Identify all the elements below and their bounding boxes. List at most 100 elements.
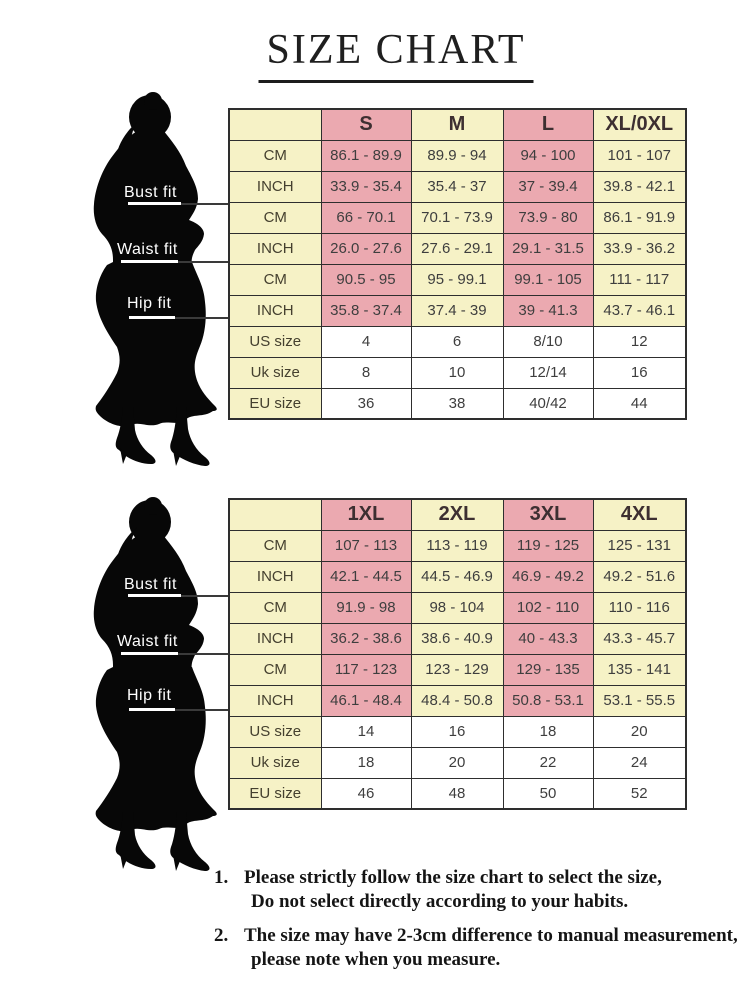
header-row: S M L XL/0XL: [228, 108, 687, 141]
value-cell: 70.1 - 73.9: [410, 201, 504, 234]
value-cell: 33.9 - 35.4: [320, 170, 412, 203]
row-label-cell: INCH: [228, 170, 322, 203]
waist-fit-label: Waist fit: [117, 633, 178, 650]
value-cell: 91.9 - 98: [320, 591, 412, 624]
size-table-regular: S M L XL/0XL CM 86.1 - 89.9 89.9 - 94 94…: [228, 108, 687, 420]
header-cell-size-m: M: [410, 108, 504, 141]
header-cell-size-4xl: 4XL: [592, 498, 687, 531]
value-cell: 6: [410, 325, 504, 358]
value-cell: 44: [592, 387, 687, 420]
value-cell: 8/10: [502, 325, 594, 358]
hip-connector-line: [175, 709, 228, 711]
value-cell: 44.5 - 46.9: [410, 560, 504, 593]
value-cell: 52: [592, 777, 687, 810]
row-label-cell: INCH: [228, 684, 322, 717]
waist-connector-line: [178, 653, 228, 655]
value-cell: 90.5 - 95: [320, 263, 412, 296]
value-cell: 36: [320, 387, 412, 420]
value-cell: 37.4 - 39: [410, 294, 504, 327]
row-label-cell: EU size: [228, 387, 322, 420]
table-row-hip-inch: INCH 46.1 - 48.4 48.4 - 50.8 50.8 - 53.1…: [228, 684, 687, 717]
row-label-cell: CM: [228, 591, 322, 624]
header-cell-size-2xl: 2XL: [410, 498, 504, 531]
value-cell: 14: [320, 715, 412, 748]
table-row-us-size: US size 14 16 18 20: [228, 715, 687, 748]
woman-silhouette: [93, 497, 217, 871]
table-row-bust-inch: INCH 42.1 - 44.5 44.5 - 46.9 46.9 - 49.2…: [228, 560, 687, 593]
value-cell: 4: [320, 325, 412, 358]
bust-fit-label: Bust fit: [124, 184, 177, 201]
header-row: 1XL 2XL 3XL 4XL: [228, 498, 687, 531]
hip-fit-label: Hip fit: [127, 295, 172, 312]
value-cell: 42.1 - 44.5: [320, 560, 412, 593]
value-cell: 123 - 129: [410, 653, 504, 686]
table-row-uk-size: Uk size 18 20 22 24: [228, 746, 687, 779]
value-cell: 94 - 100: [502, 139, 594, 172]
table-row-hip-cm: CM 117 - 123 123 - 129 129 - 135 135 - 1…: [228, 653, 687, 686]
value-cell: 38: [410, 387, 504, 420]
value-cell: 107 - 113: [320, 529, 412, 562]
value-cell: 111 - 117: [592, 263, 687, 296]
value-cell: 20: [592, 715, 687, 748]
value-cell: 99.1 - 105: [502, 263, 594, 296]
table-row-eu-size: EU size 36 38 40/42 44: [228, 387, 687, 420]
row-label-cell: Uk size: [228, 746, 322, 779]
value-cell: 18: [320, 746, 412, 779]
table-row-bust-cm: CM 86.1 - 89.9 89.9 - 94 94 - 100 101 - …: [228, 139, 687, 172]
value-cell: 66 - 70.1: [320, 201, 412, 234]
hip-underline: [129, 316, 175, 319]
row-label-cell: INCH: [228, 622, 322, 655]
bust-connector-line: [181, 203, 228, 205]
table-row-waist-inch: INCH 26.0 - 27.6 27.6 - 29.1 29.1 - 31.5…: [228, 232, 687, 265]
hip-underline: [129, 708, 175, 711]
row-label-cell: EU size: [228, 777, 322, 810]
value-cell: 43.7 - 46.1: [592, 294, 687, 327]
value-cell: 53.1 - 55.5: [592, 684, 687, 717]
note-text: The size may have 2-3cm difference to ma…: [244, 925, 738, 970]
value-cell: 135 - 141: [592, 653, 687, 686]
row-label-cell: US size: [228, 715, 322, 748]
value-cell: 26.0 - 27.6: [320, 232, 412, 265]
bust-underline: [128, 594, 181, 597]
row-label-cell: CM: [228, 201, 322, 234]
note-number: 2.: [214, 925, 229, 946]
table-row-bust-cm: CM 107 - 113 113 - 119 119 - 125 125 - 1…: [228, 529, 687, 562]
header-cell-blank: [228, 108, 322, 141]
note-item-1: 1. Please strictly follow the size chart…: [214, 866, 739, 914]
value-cell: 39.8 - 42.1: [592, 170, 687, 203]
row-label-cell: INCH: [228, 232, 322, 265]
value-cell: 46: [320, 777, 412, 810]
value-cell: 49.2 - 51.6: [592, 560, 687, 593]
value-cell: 48: [410, 777, 504, 810]
header-cell-size-l: L: [502, 108, 594, 141]
value-cell: 40 - 43.3: [502, 622, 594, 655]
header-cell-size-1xl: 1XL: [320, 498, 412, 531]
hip-connector-line: [175, 317, 228, 319]
waist-underline: [121, 260, 178, 263]
value-cell: 16: [410, 715, 504, 748]
hip-fit-label: Hip fit: [127, 687, 172, 704]
header-cell-size-3xl: 3XL: [502, 498, 594, 531]
value-cell: 46.9 - 49.2: [502, 560, 594, 593]
table-row-eu-size: EU size 46 48 50 52: [228, 777, 687, 810]
value-cell: 39 - 41.3: [502, 294, 594, 327]
row-label-cell: CM: [228, 139, 322, 172]
value-cell: 48.4 - 50.8: [410, 684, 504, 717]
value-cell: 29.1 - 31.5: [502, 232, 594, 265]
header-cell-size-xl: XL/0XL: [592, 108, 687, 141]
value-cell: 43.3 - 45.7: [592, 622, 687, 655]
value-cell: 102 - 110: [502, 591, 594, 624]
table-row-waist-cm: CM 91.9 - 98 98 - 104 102 - 110 110 - 11…: [228, 591, 687, 624]
row-label-cell: INCH: [228, 294, 322, 327]
value-cell: 36.2 - 38.6: [320, 622, 412, 655]
header-cell-size-s: S: [320, 108, 412, 141]
table-row-uk-size: Uk size 8 10 12/14 16: [228, 356, 687, 389]
waist-connector-line: [178, 261, 228, 263]
value-cell: 125 - 131: [592, 529, 687, 562]
value-cell: 95 - 99.1: [410, 263, 504, 296]
value-cell: 46.1 - 48.4: [320, 684, 412, 717]
woman-silhouette: [93, 92, 217, 466]
value-cell: 12/14: [502, 356, 594, 389]
value-cell: 35.4 - 37: [410, 170, 504, 203]
